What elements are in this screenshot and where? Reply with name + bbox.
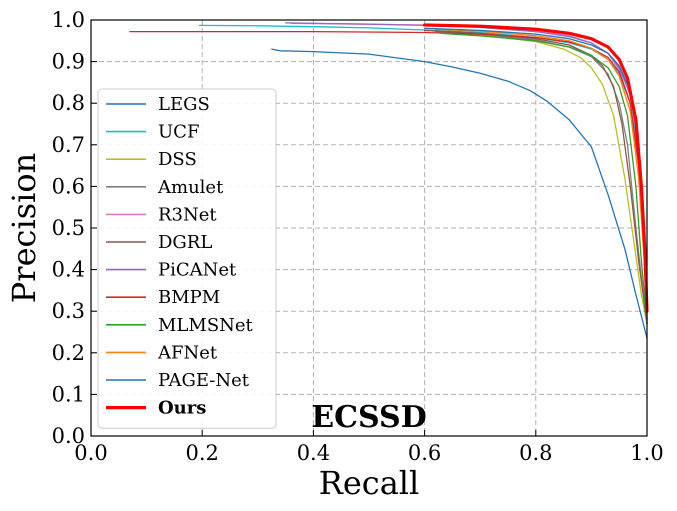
y-tick-label: 0.5 [52, 216, 85, 240]
y-tick-label: 0.8 [52, 91, 85, 115]
legend-label-page-net: PAGE-Net [158, 370, 250, 391]
x-axis-label: Recall [319, 464, 420, 502]
series-line-legs [271, 48, 648, 339]
legend: LEGS UCF DSS Amulet R3Net DGRL PiCANet BMPM MLMS… [97, 88, 277, 429]
legend-label-picanet: PiCANet [158, 260, 237, 281]
legend-label-dss: DSS [158, 149, 197, 170]
series-line-mlmsnet [440, 32, 648, 325]
legend-label-afnet: AFNet [157, 342, 218, 363]
y-tick-label: 1.0 [52, 8, 85, 32]
legend-label-bmpm: BMPM [158, 287, 220, 308]
y-tick-label: 0.2 [52, 341, 85, 365]
y-axis-label: Precision [5, 153, 43, 303]
series-line-ours [423, 23, 649, 313]
y-tick-label: 0.6 [52, 174, 85, 198]
y-tick-label: 0.3 [52, 299, 85, 323]
y-tick-label: 0.1 [52, 382, 85, 406]
series-lines [129, 22, 649, 339]
chart-title: ECSSD [311, 400, 426, 435]
series-line-r3net [290, 22, 648, 321]
series-line-ucf [198, 24, 648, 312]
legend-label-amulet: Amulet [157, 177, 224, 198]
y-tick-label: 0.9 [52, 50, 85, 74]
x-tick-label: 0.4 [297, 441, 330, 465]
series-line-picanet [284, 22, 648, 321]
axis-ticks: 0.0 0.2 0.4 0.6 0.8 1.0 0.0 0.1 0.2 0.3 0.4 0.5 0.6 0… [52, 8, 664, 465]
legend-label-ucf: UCF [158, 122, 199, 143]
legend-label-legs: LEGS [158, 94, 210, 115]
legend-label-ours: Ours [158, 398, 206, 419]
legend-label-mlmsnet: MLMSNet [158, 315, 254, 336]
x-tick-label: 0.2 [185, 441, 218, 465]
legend-box [97, 88, 277, 429]
x-tick-label: 1.0 [630, 441, 663, 465]
y-tick-label: 0.0 [52, 424, 85, 448]
x-tick-label: 0.6 [408, 441, 441, 465]
x-tick-label: 0.8 [519, 441, 552, 465]
legend-label-r3net: R3Net [158, 204, 217, 225]
x-tick-label: 0.0 [74, 441, 107, 465]
series-line-afnet [435, 28, 648, 325]
y-tick-label: 0.7 [52, 133, 85, 157]
series-line-amulet [435, 30, 648, 325]
legend-label-dgrl: DGRL [158, 232, 212, 253]
y-tick-label: 0.4 [52, 258, 85, 282]
